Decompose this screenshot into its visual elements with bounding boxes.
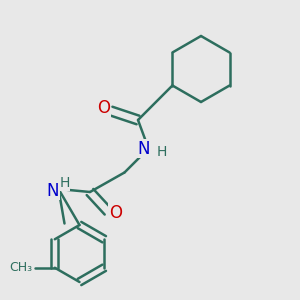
Text: N: N [138, 140, 150, 158]
Text: H: H [157, 145, 167, 158]
Text: O: O [97, 99, 110, 117]
Text: CH₃: CH₃ [9, 261, 32, 274]
Text: O: O [109, 204, 122, 222]
Text: H: H [59, 176, 70, 190]
Text: N: N [46, 182, 59, 200]
